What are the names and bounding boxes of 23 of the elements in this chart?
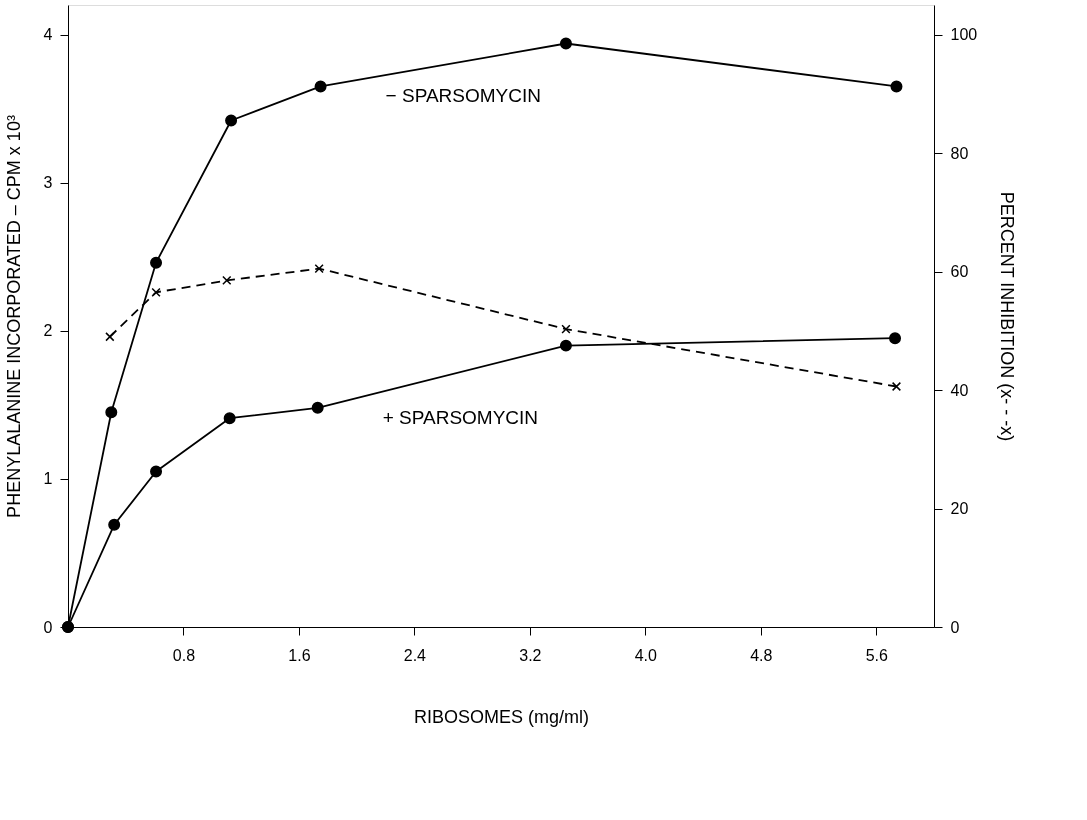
y2-tick-label: 40 [950,381,969,399]
y-tick-label: 3 [43,174,53,192]
x-tick-label: 5.6 [865,646,888,664]
y-axis-title: PHENYLALANINE INCORPORATED – CPM x 10³ [3,115,24,518]
y2-tick-label: 80 [950,144,969,162]
x-tick-label: 3.2 [519,646,542,664]
x-tick-label: 2.4 [403,646,427,664]
y-tick-label: 2 [43,322,53,340]
y2-tick-label: 60 [950,263,969,281]
series-label: + SPARSOMYCIN [382,406,539,428]
y2-tick-label: 20 [950,500,969,518]
x-tick-label: 0.8 [172,646,196,664]
x-axis-title: RIBOSOMES (mg/ml) [413,706,590,727]
x-tick-label: 4.0 [634,646,658,664]
y2-axis-title: PERCENT INHIBITION (x- - -x) [997,191,1018,442]
series-label: − SPARSOMYCIN [385,85,541,107]
y-tick-label: 1 [43,470,53,488]
x-tick-label: 4.8 [750,646,773,664]
y-tick-label: 4 [43,26,53,44]
y-tick-label: 0 [43,618,53,636]
y2-tick-label: 0 [950,618,960,636]
y2-tick-label: 100 [950,26,978,44]
x-tick-label: 1.6 [288,646,311,664]
